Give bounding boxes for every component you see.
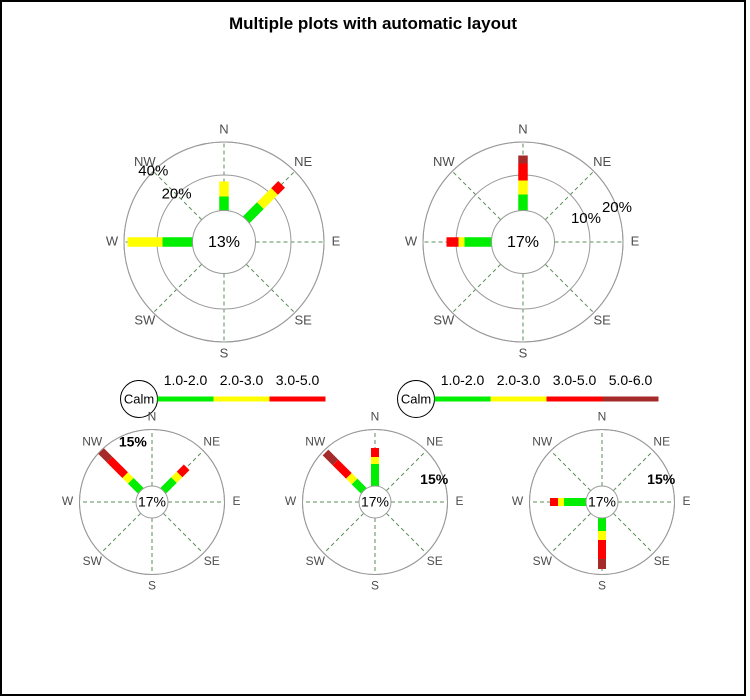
- svg-text:2.0-3.0: 2.0-3.0: [220, 372, 264, 388]
- svg-text:N: N: [219, 121, 228, 136]
- svg-text:S: S: [519, 345, 528, 360]
- svg-text:20%: 20%: [162, 186, 192, 203]
- svg-text:SW: SW: [306, 554, 326, 568]
- svg-text:17%: 17%: [138, 494, 166, 510]
- svg-text:NW: NW: [82, 434, 103, 448]
- svg-text:17%: 17%: [361, 494, 389, 510]
- svg-text:SW: SW: [134, 313, 156, 328]
- svg-text:Calm: Calm: [124, 391, 154, 406]
- svg-text:15%: 15%: [647, 471, 676, 487]
- svg-text:S: S: [598, 579, 606, 593]
- svg-text:E: E: [682, 494, 690, 508]
- svg-text:3.0-5.0: 3.0-5.0: [553, 372, 597, 388]
- svg-text:10%: 10%: [571, 210, 601, 227]
- svg-text:Calm: Calm: [401, 391, 431, 406]
- svg-text:2.0-3.0: 2.0-3.0: [497, 372, 541, 388]
- svg-text:W: W: [106, 233, 119, 248]
- svg-text:N: N: [148, 410, 157, 424]
- svg-text:5.0-6.0: 5.0-6.0: [609, 372, 653, 388]
- svg-text:SE: SE: [594, 313, 612, 328]
- svg-text:NW: NW: [305, 434, 326, 448]
- svg-text:SW: SW: [83, 554, 103, 568]
- svg-text:NE: NE: [426, 434, 443, 448]
- svg-text:NE: NE: [593, 154, 611, 169]
- svg-text:15%: 15%: [119, 434, 148, 450]
- svg-text:NW: NW: [532, 434, 553, 448]
- svg-text:E: E: [455, 494, 463, 508]
- svg-text:E: E: [332, 233, 341, 248]
- svg-text:NE: NE: [203, 434, 220, 448]
- svg-text:E: E: [631, 233, 640, 248]
- svg-text:SE: SE: [654, 554, 670, 568]
- svg-text:S: S: [148, 579, 156, 593]
- svg-text:NE: NE: [294, 154, 312, 169]
- svg-text:40%: 40%: [138, 162, 168, 179]
- svg-text:SE: SE: [204, 554, 220, 568]
- svg-text:W: W: [512, 494, 524, 508]
- svg-text:17%: 17%: [588, 494, 616, 510]
- svg-text:NE: NE: [653, 434, 670, 448]
- svg-text:W: W: [62, 494, 74, 508]
- svg-text:15%: 15%: [420, 471, 449, 487]
- svg-text:N: N: [371, 410, 380, 424]
- svg-text:W: W: [285, 494, 297, 508]
- svg-text:S: S: [220, 345, 229, 360]
- svg-text:W: W: [405, 233, 418, 248]
- svg-text:3.0-5.0: 3.0-5.0: [276, 372, 320, 388]
- svg-text:13%: 13%: [208, 234, 240, 251]
- svg-text:E: E: [232, 494, 240, 508]
- svg-text:N: N: [598, 410, 607, 424]
- svg-text:S: S: [371, 579, 379, 593]
- svg-text:20%: 20%: [602, 199, 632, 216]
- svg-text:SW: SW: [533, 554, 553, 568]
- svg-text:NW: NW: [433, 154, 455, 169]
- svg-text:1.0-2.0: 1.0-2.0: [441, 372, 485, 388]
- svg-text:SE: SE: [427, 554, 443, 568]
- svg-text:1.0-2.0: 1.0-2.0: [164, 372, 208, 388]
- svg-text:N: N: [518, 121, 527, 136]
- svg-text:17%: 17%: [507, 234, 539, 251]
- svg-text:SE: SE: [295, 313, 313, 328]
- svg-text:SW: SW: [433, 313, 455, 328]
